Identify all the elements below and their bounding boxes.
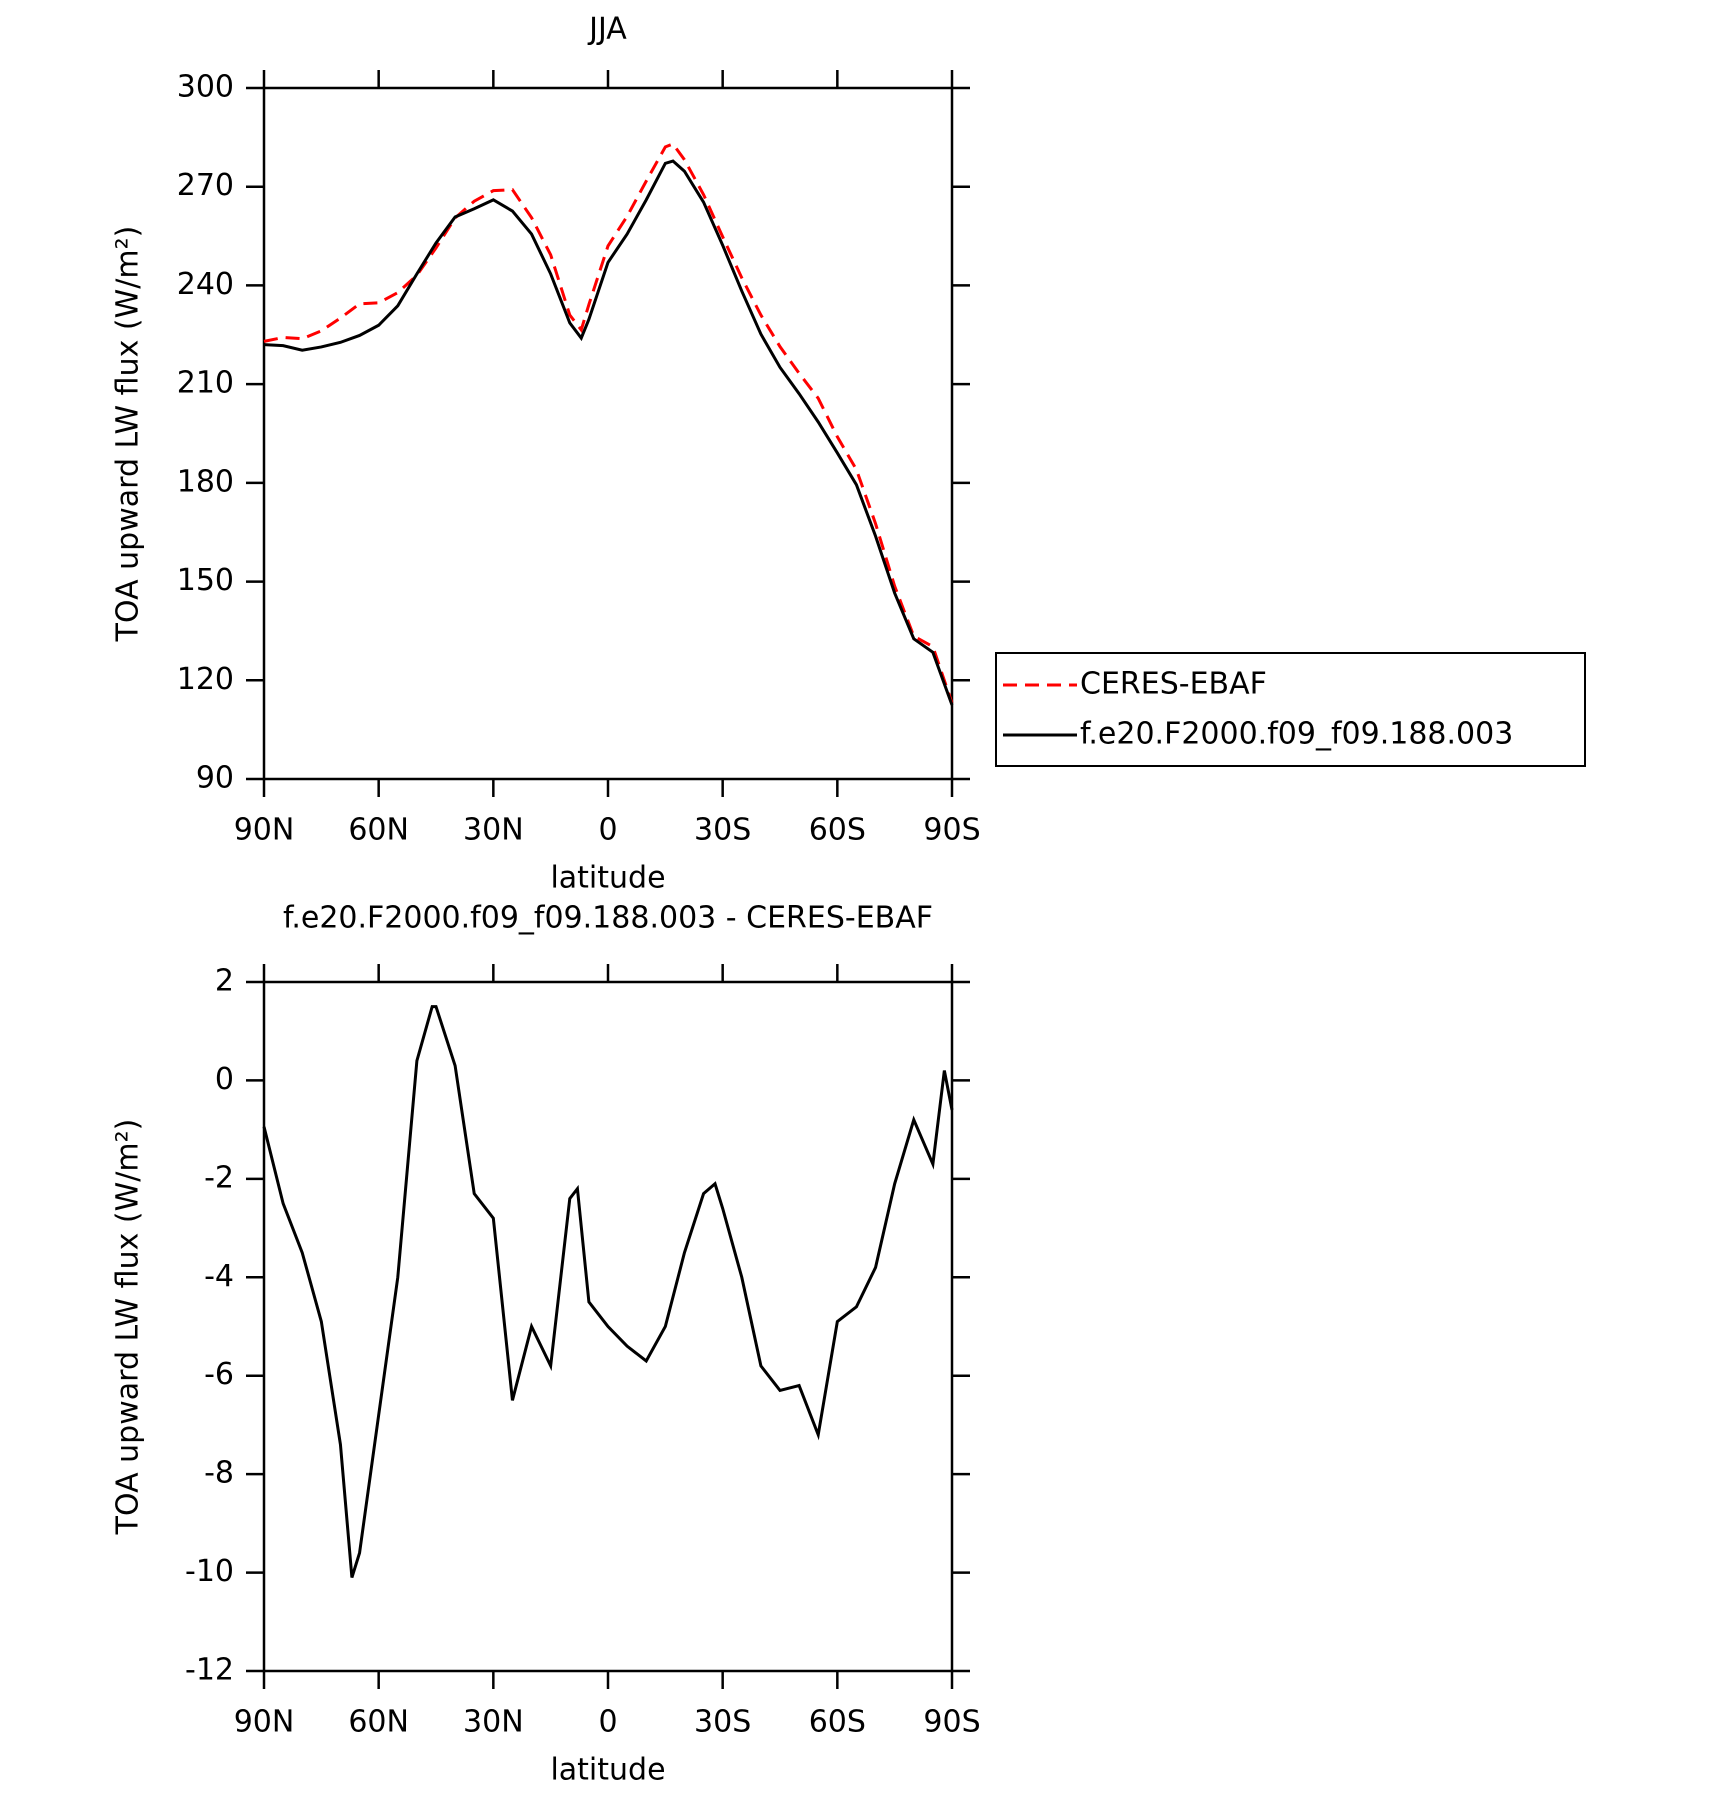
y-tick-label: -12 [185, 1653, 234, 1688]
plot-frame [262, 86, 954, 781]
data-line [263, 159, 954, 706]
y-axis-label: TOA upward LW flux (W/m²) [111, 226, 146, 643]
y-tick-label: -6 [204, 1357, 234, 1392]
y-tick-label: 240 [177, 267, 234, 302]
x-tick-label: 30S [694, 813, 751, 848]
y-tick-label: 2 [215, 964, 234, 999]
x-tick-label: 60N [348, 813, 409, 848]
y-tick-label: 300 [177, 70, 234, 105]
x-tick-label: 60S [809, 1705, 866, 1740]
x-tick-label: 0 [598, 1705, 617, 1740]
legend-label: CERES-EBAF [1080, 667, 1267, 702]
y-tick-label: 120 [177, 662, 234, 697]
y-tick-label: -8 [204, 1456, 234, 1491]
x-tick-label: 60S [809, 813, 866, 848]
y-axis-label: TOA upward LW flux (W/m²) [111, 1119, 146, 1536]
chart-title: f.e20.F2000.f09_f09.188.003 - CERES-EBAF [283, 901, 933, 936]
y-tick-label: -2 [204, 1160, 234, 1195]
x-tick-label: 90N [234, 813, 295, 848]
x-tick-label: 30N [463, 813, 524, 848]
y-tick-label: 270 [177, 168, 234, 203]
y-tick-label: 180 [177, 464, 234, 499]
x-axis-label: latitude [550, 861, 665, 896]
y-tick-label: 210 [177, 366, 234, 401]
x-tick-label: 90N [234, 1705, 295, 1740]
y-tick-label: 90 [196, 761, 234, 796]
y-tick-label: -10 [185, 1554, 234, 1589]
x-tick-label: 90S [923, 1705, 980, 1740]
legend-box [995, 652, 1586, 767]
y-tick-label: 150 [177, 563, 234, 598]
x-tick-label: 60N [348, 1705, 409, 1740]
legend-label: f.e20.F2000.f09_f09.188.003 [1080, 717, 1513, 752]
data-line [262, 1005, 954, 1578]
x-tick-label: 0 [598, 813, 617, 848]
y-tick-label: 0 [215, 1062, 234, 1097]
x-tick-label: 90S [923, 813, 980, 848]
x-tick-label: 30S [694, 1705, 751, 1740]
y-tick-label: -4 [204, 1259, 234, 1294]
x-tick-label: 30N [463, 1705, 524, 1740]
chart-title: JJA [587, 12, 627, 47]
x-axis-label: latitude [550, 1753, 665, 1788]
data-line [263, 142, 954, 704]
